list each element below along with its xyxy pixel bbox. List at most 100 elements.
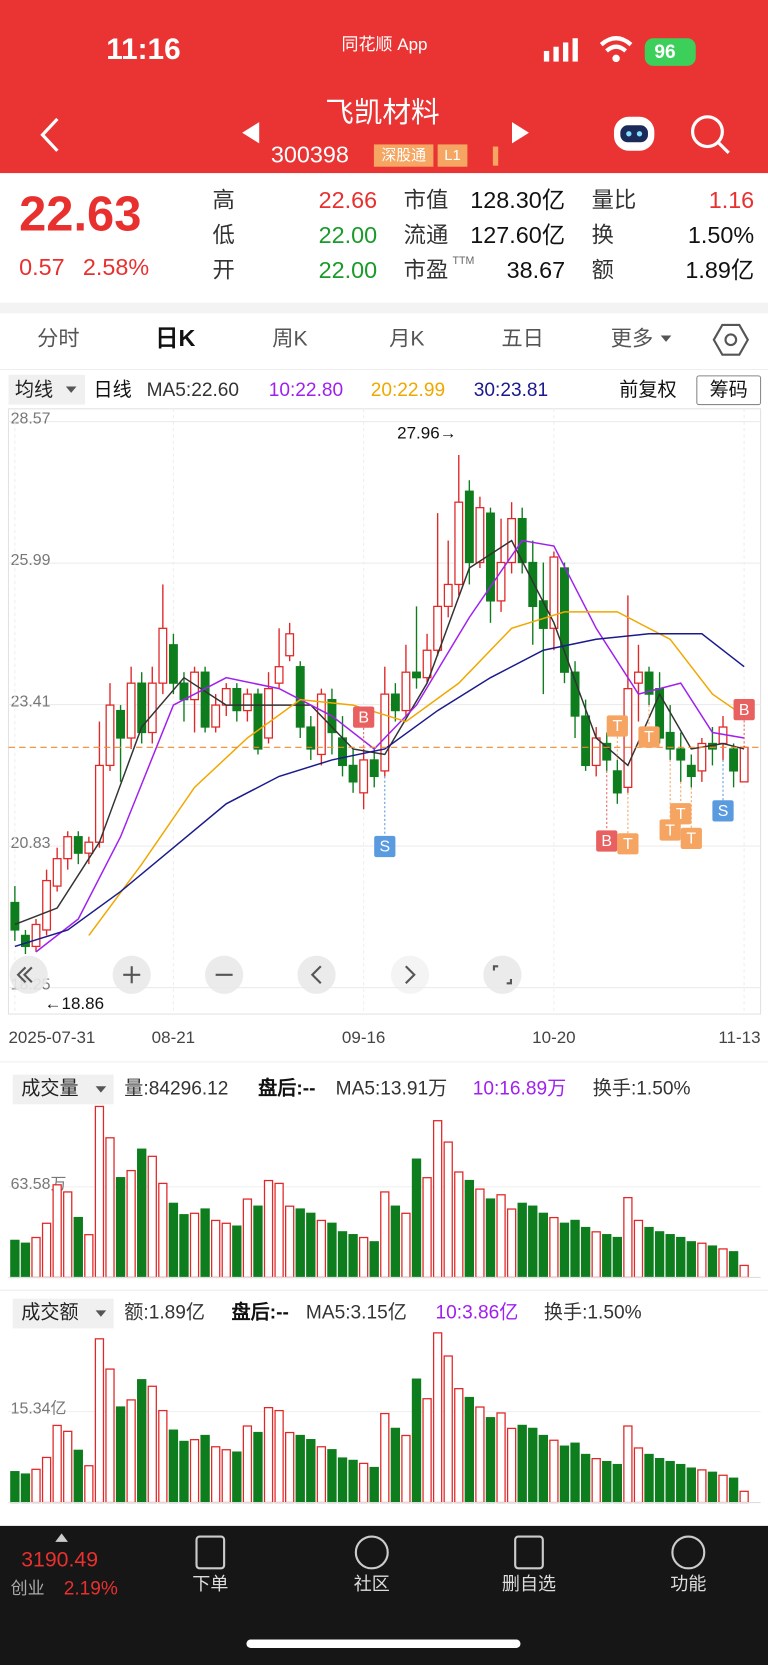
volume-bar [52, 1424, 62, 1504]
robot-icon[interactable] [613, 116, 655, 151]
tab[interactable]: 五日 [501, 326, 543, 350]
volume-bar [432, 1120, 443, 1279]
candle-body [570, 671, 580, 717]
trade-marker [680, 827, 702, 849]
adjust[interactable]: 前复权 [619, 379, 676, 401]
selector-bg[interactable] [12, 1074, 114, 1105]
ma-line [14, 539, 745, 926]
stock-name: 飞凯材料 [325, 97, 440, 129]
volume-bar [337, 1231, 348, 1279]
volume-bar [549, 1439, 559, 1504]
candle-body [63, 836, 73, 860]
chart-control[interactable] [390, 955, 430, 994]
candle-body [549, 556, 559, 629]
candle-body [528, 561, 538, 608]
chart-control[interactable] [297, 955, 336, 994]
volume-bar [633, 1219, 644, 1279]
volume-bar [549, 1216, 559, 1279]
next-stock[interactable] [512, 122, 529, 144]
trade-marker [374, 835, 396, 858]
candle-body [665, 731, 675, 750]
volume-bar [612, 1463, 622, 1504]
volume-bar [475, 1406, 485, 1504]
volume-bar [221, 1449, 231, 1504]
x-tick-label: 11-13 [718, 1028, 760, 1047]
candle-body [190, 671, 200, 701]
volume-bar [528, 1205, 538, 1279]
volume-bar [200, 1208, 210, 1279]
nav-icon[interactable] [671, 1535, 706, 1570]
volume-bar [602, 1460, 612, 1504]
volume-bar [454, 1388, 464, 1504]
search-icon[interactable] [690, 115, 730, 155]
volume-bar [84, 1465, 94, 1504]
candle-body [73, 836, 83, 854]
volume-bar [390, 1427, 401, 1504]
separator [0, 302, 768, 314]
volume-bar [665, 1460, 675, 1504]
volume-bar [158, 1409, 168, 1504]
tab[interactable]: 月K [389, 326, 424, 350]
field-value: 128.30亿 [470, 187, 565, 213]
candle-body [581, 715, 591, 767]
field-label: 量比 [592, 188, 637, 213]
field-value: 22.00 [319, 222, 377, 248]
volume-bar [580, 1226, 591, 1279]
candle-body [454, 501, 464, 586]
settings-icon[interactable] [712, 323, 750, 356]
panel-text: 额:1.89亿 [124, 1302, 205, 1324]
selector-bg[interactable] [12, 1298, 114, 1329]
tab[interactable]: 周K [272, 326, 307, 350]
nav-label[interactable]: 功能 [670, 1574, 706, 1594]
trade-marker-label: S [718, 803, 729, 820]
nav-label[interactable]: 删自选 [502, 1574, 556, 1594]
chips[interactable]: 筹码 [710, 379, 748, 401]
trade-marker [712, 800, 734, 822]
volume-bar [284, 1431, 295, 1504]
volume-bar [358, 1462, 369, 1504]
nav-icon[interactable] [514, 1535, 544, 1570]
y-tick-label: 23.41 [11, 694, 51, 711]
chart-control[interactable] [483, 955, 522, 994]
prev-stock[interactable] [242, 122, 260, 144]
ma-legend: 10:22.80 [269, 380, 343, 401]
candle-body [475, 507, 485, 564]
volume-bar [422, 1398, 432, 1504]
field-value: 22.00 [319, 257, 377, 283]
candle-body [369, 759, 379, 778]
ma-line [35, 539, 745, 953]
candle-body [380, 693, 390, 772]
tab[interactable]: 日K [155, 325, 195, 351]
home-indicator [246, 1639, 521, 1649]
nav-label[interactable]: 社区 [354, 1574, 390, 1594]
nav-label[interactable]: 下单 [192, 1574, 228, 1594]
nav-icon[interactable] [354, 1535, 389, 1570]
field-value: 1.89亿 [685, 257, 754, 283]
volume-bar [306, 1212, 316, 1279]
volume-bar [559, 1445, 570, 1504]
nav-icon[interactable] [195, 1535, 226, 1570]
volume-bar [623, 1425, 633, 1504]
volume-bar [295, 1434, 305, 1504]
candle-body [285, 633, 295, 657]
volume-bar [147, 1155, 157, 1279]
volume-bar [538, 1434, 549, 1504]
volume-bar [211, 1219, 221, 1279]
volume-bar [348, 1234, 358, 1279]
dropdown-arrow [660, 335, 672, 342]
chips-bg[interactable] [696, 375, 762, 406]
battery-level: 96 [654, 42, 675, 63]
candle-body [422, 649, 432, 679]
field-value: 1.50% [688, 222, 754, 248]
chart-control[interactable] [9, 955, 48, 994]
period: 日线 [93, 379, 131, 401]
volume-bar [623, 1197, 633, 1279]
tag-bg [373, 144, 434, 167]
panel-text: 换手:1.50% [593, 1078, 691, 1100]
back-button[interactable] [40, 117, 59, 152]
volume-bar [496, 1194, 506, 1279]
tab[interactable]: 分时 [37, 326, 79, 350]
volume-bar [697, 1469, 707, 1504]
volume-bar [485, 1417, 496, 1504]
tab[interactable]: 更多 [611, 326, 653, 350]
